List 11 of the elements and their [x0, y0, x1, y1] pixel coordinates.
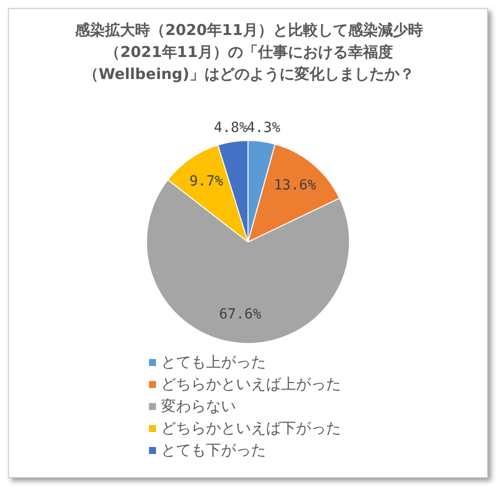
legend-label: とても上がった — [161, 352, 266, 372]
data-label: 13.6% — [274, 178, 317, 194]
data-label: 67.6% — [219, 306, 262, 322]
legend-label: どちらかといえば下がった — [161, 418, 341, 438]
chart-title: 感染拡大時（2020年11月）と比較して感染減少時（2021年11月）の「仕事における幸福度（Wellbeing)」はどのように変化しましたか？ — [74, 20, 424, 85]
legend-label: どちらかといえば上がった — [161, 374, 341, 394]
legend-label: とても下がった — [161, 440, 266, 460]
data-label: 4.8% — [214, 120, 248, 136]
data-label: 4.3% — [246, 120, 281, 136]
data-label: 9.7% — [189, 174, 224, 190]
legend-label: 変わらない — [161, 396, 236, 416]
